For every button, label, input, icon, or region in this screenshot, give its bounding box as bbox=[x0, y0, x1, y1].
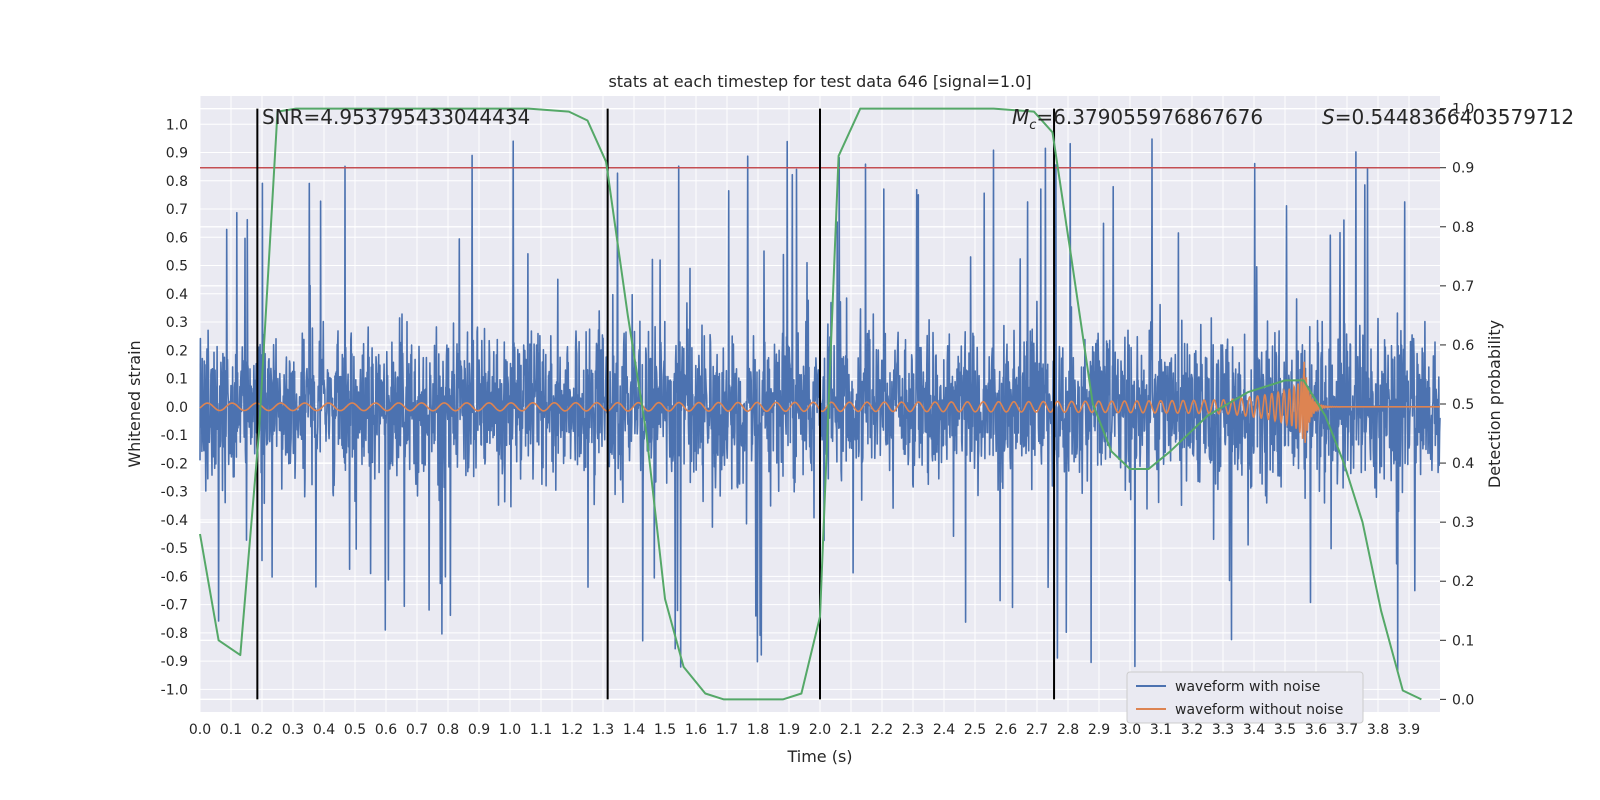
y-tick-label: 0.3 bbox=[166, 315, 188, 331]
y-tick-label: -0.2 bbox=[161, 456, 188, 472]
y-tick-label: 1.0 bbox=[166, 117, 188, 133]
mc-symbol: M bbox=[1012, 105, 1029, 129]
x-tick-label: 2.9 bbox=[1088, 722, 1110, 738]
y2-axis-label: Detection probability bbox=[1485, 320, 1504, 488]
x-tick-label: 2.5 bbox=[964, 722, 986, 738]
y2-tick-label: 0.8 bbox=[1452, 220, 1474, 236]
x-tick-label: 0.8 bbox=[437, 722, 459, 738]
y-tick-label: 0.2 bbox=[166, 343, 188, 359]
x-tick-label: 2.8 bbox=[1057, 722, 1079, 738]
y-tick-label: -0.9 bbox=[161, 654, 188, 670]
y2-tick-label: 0.3 bbox=[1452, 515, 1474, 531]
x-tick-label: 1.3 bbox=[592, 722, 614, 738]
x-tick-label: 3.2 bbox=[1181, 722, 1203, 738]
x-tick-label: 0.3 bbox=[282, 722, 304, 738]
y-axis-label: Whitened strain bbox=[125, 340, 144, 467]
y-tick-label: 0.7 bbox=[166, 202, 188, 218]
mc-annotation: Mc=6.379055976867676 bbox=[1012, 105, 1263, 133]
y-tick-label: -1.0 bbox=[161, 682, 188, 698]
x-tick-label: 1.2 bbox=[561, 722, 583, 738]
y2-tick-label: 0.2 bbox=[1452, 574, 1474, 590]
y2-tick-label: 0.5 bbox=[1452, 397, 1474, 413]
x-tick-label: 2.1 bbox=[840, 722, 862, 738]
y2-tick-label: 0.0 bbox=[1452, 692, 1474, 708]
y-tick-label: 0.4 bbox=[166, 287, 188, 303]
probability-line bbox=[199, 107, 1422, 701]
y-tick-label: -0.5 bbox=[161, 541, 188, 557]
x-tick-label: 3.9 bbox=[1398, 722, 1420, 738]
x-tick-label: 1.4 bbox=[623, 722, 645, 738]
x-tick-label: 3.8 bbox=[1367, 722, 1389, 738]
y2-tick-label: 0.7 bbox=[1452, 279, 1474, 295]
y-tick-label: 0.6 bbox=[166, 230, 188, 246]
x-tick-label: 3.0 bbox=[1119, 722, 1141, 738]
y2-tick-label: 1.0 bbox=[1452, 102, 1474, 118]
x-tick-label: 0.9 bbox=[468, 722, 490, 738]
x-tick-label: 2.3 bbox=[902, 722, 924, 738]
y2-tick-label: 0.4 bbox=[1452, 456, 1474, 472]
y2-tick-label: 0.9 bbox=[1452, 161, 1474, 177]
x-tick-label: 3.7 bbox=[1336, 722, 1358, 738]
x-tick-label: 0.6 bbox=[375, 722, 397, 738]
chart-title: stats at each timestep for test data 646… bbox=[608, 72, 1031, 91]
legend: waveform with noise waveform without noi… bbox=[1126, 671, 1364, 724]
x-tick-label: 0.4 bbox=[313, 722, 335, 738]
x-tick-label: 1.7 bbox=[716, 722, 738, 738]
y-tick-label: -0.6 bbox=[161, 569, 188, 585]
x-tick-label: 3.1 bbox=[1150, 722, 1172, 738]
legend-label-noise: waveform with noise bbox=[1175, 679, 1320, 695]
y-tick-label: -0.3 bbox=[161, 485, 188, 501]
x-tick-label: 1.0 bbox=[499, 722, 521, 738]
legend-label-clean: waveform without noise bbox=[1175, 702, 1343, 718]
y-tick-label: 0.0 bbox=[166, 400, 188, 416]
y-tick-label: -0.7 bbox=[161, 598, 188, 614]
x-tick-label: 2.6 bbox=[995, 722, 1017, 738]
s-value: =0.5448366403579712 bbox=[1335, 105, 1574, 129]
x-tick-label: 0.5 bbox=[344, 722, 366, 738]
y-tick-label: 0.8 bbox=[166, 174, 188, 190]
y2-axis-ticks: 1.0 0.9 0.8 0.7 0.6 0.5 0.4 0.3 0.2 0.1 0.0 bbox=[1440, 102, 1474, 708]
x-tick-label: 2.2 bbox=[871, 722, 893, 738]
snr-annotation: SNR=4.953795433044434 bbox=[262, 105, 530, 129]
s-annotation: S=0.5448366403579712 bbox=[1322, 105, 1574, 129]
x-tick-label: 3.3 bbox=[1212, 722, 1234, 738]
x-tick-label: 3.5 bbox=[1274, 722, 1296, 738]
legend-box bbox=[1126, 671, 1364, 724]
x-tick-label: 3.4 bbox=[1243, 722, 1265, 738]
x-tick-label: 0.0 bbox=[189, 722, 211, 738]
x-tick-label: 2.7 bbox=[1026, 722, 1048, 738]
x-tick-label: 0.2 bbox=[251, 722, 273, 738]
s-symbol: S bbox=[1322, 105, 1335, 129]
x-tick-label: 1.1 bbox=[530, 722, 552, 738]
x-tick-label: 1.5 bbox=[654, 722, 676, 738]
y-tick-label: -0.4 bbox=[161, 513, 188, 529]
x-tick-label: 2.0 bbox=[809, 722, 831, 738]
y-axis-ticks: 1.0 0.9 0.8 0.7 0.6 0.5 0.4 0.3 0.2 0.1 0.0 -0.1 -0.… bbox=[161, 117, 188, 698]
x-axis-label: Time (s) bbox=[786, 747, 852, 766]
y-tick-label: 0.1 bbox=[166, 372, 188, 388]
y-tick-label: -0.1 bbox=[161, 428, 188, 444]
mc-value: =6.379055976867676 bbox=[1036, 105, 1263, 129]
y-tick-label: 0.5 bbox=[166, 259, 188, 275]
x-tick-label: 1.6 bbox=[685, 722, 707, 738]
y-tick-label: 0.9 bbox=[166, 146, 188, 162]
y2-tick-label: 0.1 bbox=[1452, 633, 1474, 649]
mc-subscript: c bbox=[1029, 118, 1036, 133]
series-detection-probability bbox=[199, 107, 1422, 701]
x-axis-ticks: 0.0 0.1 0.2 0.3 0.4 0.5 0.6 0.7 0.8 0.9 1.0 1.1 1.2 1… bbox=[189, 722, 1420, 738]
x-tick-label: 1.9 bbox=[778, 722, 800, 738]
y-tick-label: -0.8 bbox=[161, 626, 188, 642]
x-tick-label: 0.1 bbox=[220, 722, 242, 738]
x-tick-label: 3.6 bbox=[1305, 722, 1327, 738]
x-tick-label: 0.7 bbox=[406, 722, 428, 738]
y2-tick-label: 0.6 bbox=[1452, 338, 1474, 354]
x-tick-label: 2.4 bbox=[933, 722, 955, 738]
x-tick-label: 1.8 bbox=[747, 722, 769, 738]
